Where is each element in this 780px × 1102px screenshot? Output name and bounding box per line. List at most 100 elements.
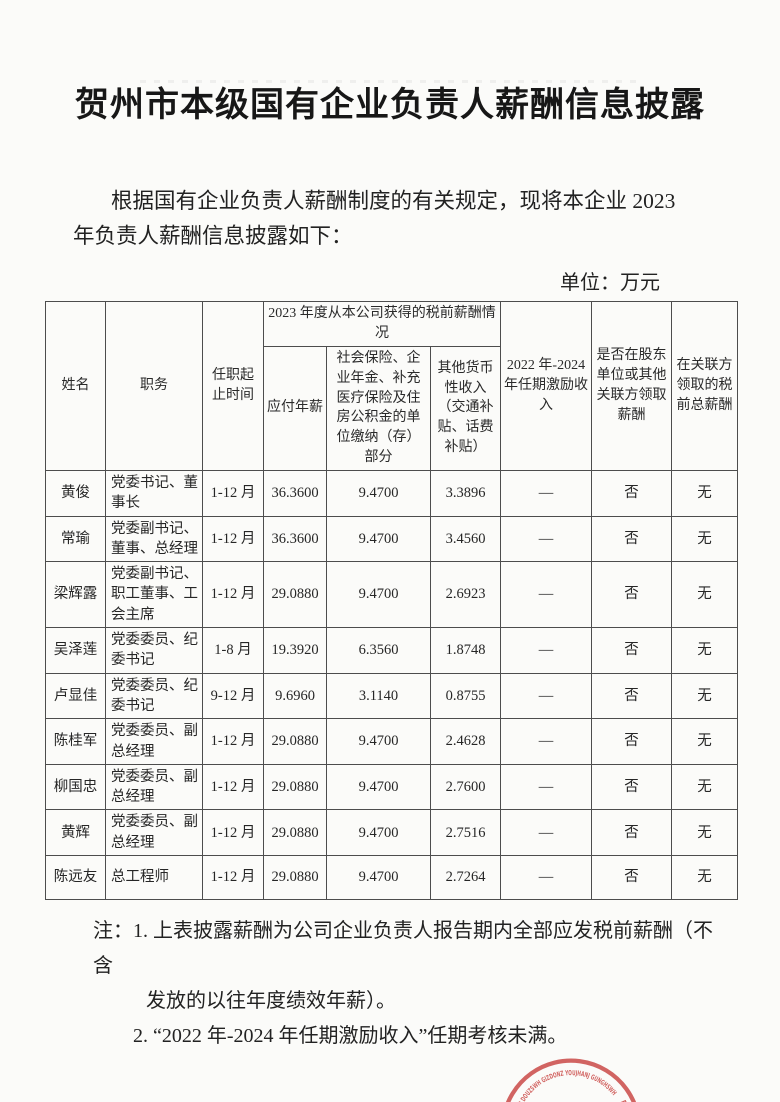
col-header-name: 姓名: [45, 301, 106, 471]
col-header-other-cash: 其他货币性收入（交通补贴、话费补贴）: [429, 345, 502, 472]
page-title: 贺州市本级国有企业负责人薪酬信息披露: [75, 87, 705, 124]
cell-name: 梁辉露: [45, 561, 106, 629]
cell-term-incentive: —: [500, 763, 593, 811]
cell-social-insurance: 9.4700: [326, 470, 431, 517]
cell-term-incentive: —: [500, 718, 593, 765]
cell-term: 1-12 月: [202, 515, 264, 563]
cell-social-insurance: 9.4700: [326, 763, 431, 811]
cell-term: 1-12 月: [202, 718, 264, 765]
cell-term-incentive: —: [500, 672, 593, 720]
cell-name: 卢显佳: [45, 672, 106, 720]
cell-related-party-pay: 无: [671, 515, 739, 563]
cell-position: 党委委员、副总经理: [105, 809, 203, 857]
salary-table: 姓名 职务 任职起止时间 2023 年度从本公司获得的税前薪酬情况 2022 年…: [45, 301, 739, 901]
cell-other-employer-pay: 否: [591, 561, 673, 629]
cell-social-insurance: 3.1140: [326, 672, 431, 720]
cell-term: 1-12 月: [202, 561, 264, 629]
cell-other-employer-pay: 否: [591, 627, 673, 674]
salary-table-body: 黄俊 党委书记、董事长 1-12 月 36.3600 9.4700 3.3896…: [45, 470, 739, 901]
cell-other-employer-pay: 否: [591, 515, 673, 563]
cell-term: 1-12 月: [202, 763, 264, 811]
cell-related-party-pay: 无: [671, 470, 739, 517]
cell-other-cash: 3.3896: [429, 470, 502, 517]
note-2: 2. “2022 年-2024 年任期激励收入”任期考核未满。: [133, 1025, 568, 1048]
col-header-term: 任职起止时间: [202, 301, 264, 471]
cell-other-employer-pay: 否: [591, 470, 673, 517]
table-row: 柳国忠 党委委员、副总经理 1-12 月 29.0880 9.4700 2.76…: [45, 763, 739, 811]
cell-other-cash: 2.7516: [429, 809, 502, 857]
cell-term: 1-12 月: [202, 855, 264, 901]
signature-block: 广西贺州城建投资集团有限公司 2024 年 12 月 25 日 GVANGJSI…: [420, 1058, 710, 1102]
col-header-related-party-pay: 在关联方领取的税前总薪酬: [671, 301, 739, 471]
col-header-annual-salary: 应付年薪: [263, 345, 327, 472]
cell-social-insurance: 9.4700: [326, 515, 431, 563]
cell-related-party-pay: 无: [671, 809, 739, 857]
note-1-line-2: 发放的以往年度绩效年薪）。: [146, 990, 396, 1013]
cell-term-incentive: —: [500, 561, 593, 629]
col-header-pretax-group: 2023 年度从本公司获得的税前薪酬情况: [262, 301, 502, 347]
cell-name: 吴泽莲: [45, 627, 106, 674]
table-row: 黄辉 党委委员、副总经理 1-12 月 29.0880 9.4700 2.751…: [45, 809, 739, 857]
table-row: 陈远友 总工程师 1-12 月 29.0880 9.4700 2.7264 — …: [45, 855, 739, 901]
cell-position: 党委书记、董事长: [105, 470, 203, 517]
cell-term-incentive: —: [500, 515, 593, 563]
cell-other-employer-pay: 否: [591, 718, 673, 765]
table-row: 常瑜 党委副书记、董事、总经理 1-12 月 36.3600 9.4700 3.…: [45, 515, 739, 563]
cell-position: 党委委员、纪委书记: [105, 672, 203, 720]
cell-position: 党委副书记、职工董事、工会主席: [105, 561, 203, 629]
cell-name: 陈远友: [45, 855, 106, 901]
cell-annual-salary: 9.6960: [263, 672, 327, 720]
cell-related-party-pay: 无: [671, 627, 739, 674]
cell-annual-salary: 36.3600: [263, 470, 327, 517]
cell-position: 总工程师: [105, 855, 203, 901]
cell-annual-salary: 29.0880: [263, 718, 327, 765]
cell-term: 9-12 月: [202, 672, 264, 720]
col-header-social-insurance: 社会保险、企业年金、补充医疗保险及住房公积金的单位缴纳（存）部分: [326, 345, 431, 472]
cell-name: 常瑜: [45, 515, 106, 563]
cell-other-cash: 3.4560: [429, 515, 502, 563]
cell-name: 柳国忠: [45, 763, 106, 811]
cell-social-insurance: 9.4700: [326, 718, 431, 765]
cell-term: 1-12 月: [202, 809, 264, 857]
col-header-other-employer-pay: 是否在股东单位或其他关联方领取薪酬: [591, 301, 673, 471]
table-row: 梁辉露 党委副书记、职工董事、工会主席 1-12 月 29.0880 9.470…: [45, 561, 739, 629]
cell-social-insurance: 9.4700: [326, 855, 431, 901]
table-row: 黄俊 党委书记、董事长 1-12 月 36.3600 9.4700 3.3896…: [45, 470, 739, 517]
intro-line-2: 年负责人薪酬信息披露如下：: [73, 224, 353, 248]
intro-line-1: 根据国有企业负责人薪酬制度的有关规定，现将本企业 2023: [111, 189, 676, 213]
company-name: 广西贺州城建投资集团有限公司: [420, 1096, 710, 1102]
cell-position: 党委委员、副总经理: [105, 718, 203, 765]
cell-other-cash: 0.8755: [429, 672, 502, 720]
cell-term-incentive: —: [500, 855, 593, 901]
cell-social-insurance: 6.3560: [326, 627, 431, 674]
cell-other-employer-pay: 否: [591, 855, 673, 901]
cell-other-cash: 2.7264: [429, 855, 502, 901]
cell-related-party-pay: 无: [671, 855, 739, 901]
col-header-position: 职务: [105, 301, 203, 471]
cell-term-incentive: —: [500, 470, 593, 517]
table-row: 陈桂军 党委委员、副总经理 1-12 月 29.0880 9.4700 2.46…: [45, 718, 739, 765]
cell-annual-salary: 29.0880: [263, 763, 327, 811]
cell-other-cash: 1.8748: [429, 627, 502, 674]
cell-annual-salary: 29.0880: [263, 855, 327, 901]
cell-other-employer-pay: 否: [591, 672, 673, 720]
cell-term-incentive: —: [500, 809, 593, 857]
table-row: 卢显佳 党委委员、纪委书记 9-12 月 9.6960 3.1140 0.875…: [45, 672, 739, 720]
cell-position: 党委副书记、董事、总经理: [105, 515, 203, 563]
cell-annual-salary: 19.3920: [263, 627, 327, 674]
notes-section: 注：1. 上表披露薪酬为公司企业负责人报告期内全部应发税前薪酬（不含 发放的以往…: [93, 914, 723, 1054]
cell-social-insurance: 9.4700: [326, 561, 431, 629]
cell-position: 党委委员、纪委书记: [105, 627, 203, 674]
note-1-line-1: 注：1. 上表披露薪酬为公司企业负责人报告期内全部应发税前薪酬（不含: [93, 920, 713, 978]
cell-position: 党委委员、副总经理: [105, 763, 203, 811]
unit-label: 单位：万元: [560, 272, 660, 294]
cell-related-party-pay: 无: [671, 718, 739, 765]
cell-related-party-pay: 无: [671, 763, 739, 811]
cell-name: 陈桂军: [45, 718, 106, 765]
col-header-term-incentive: 2022 年-2024 年任期激励收入: [500, 301, 593, 471]
cell-name: 黄俊: [45, 470, 106, 517]
cell-annual-salary: 29.0880: [263, 561, 327, 629]
cell-related-party-pay: 无: [671, 672, 739, 720]
cell-other-cash: 2.4628: [429, 718, 502, 765]
